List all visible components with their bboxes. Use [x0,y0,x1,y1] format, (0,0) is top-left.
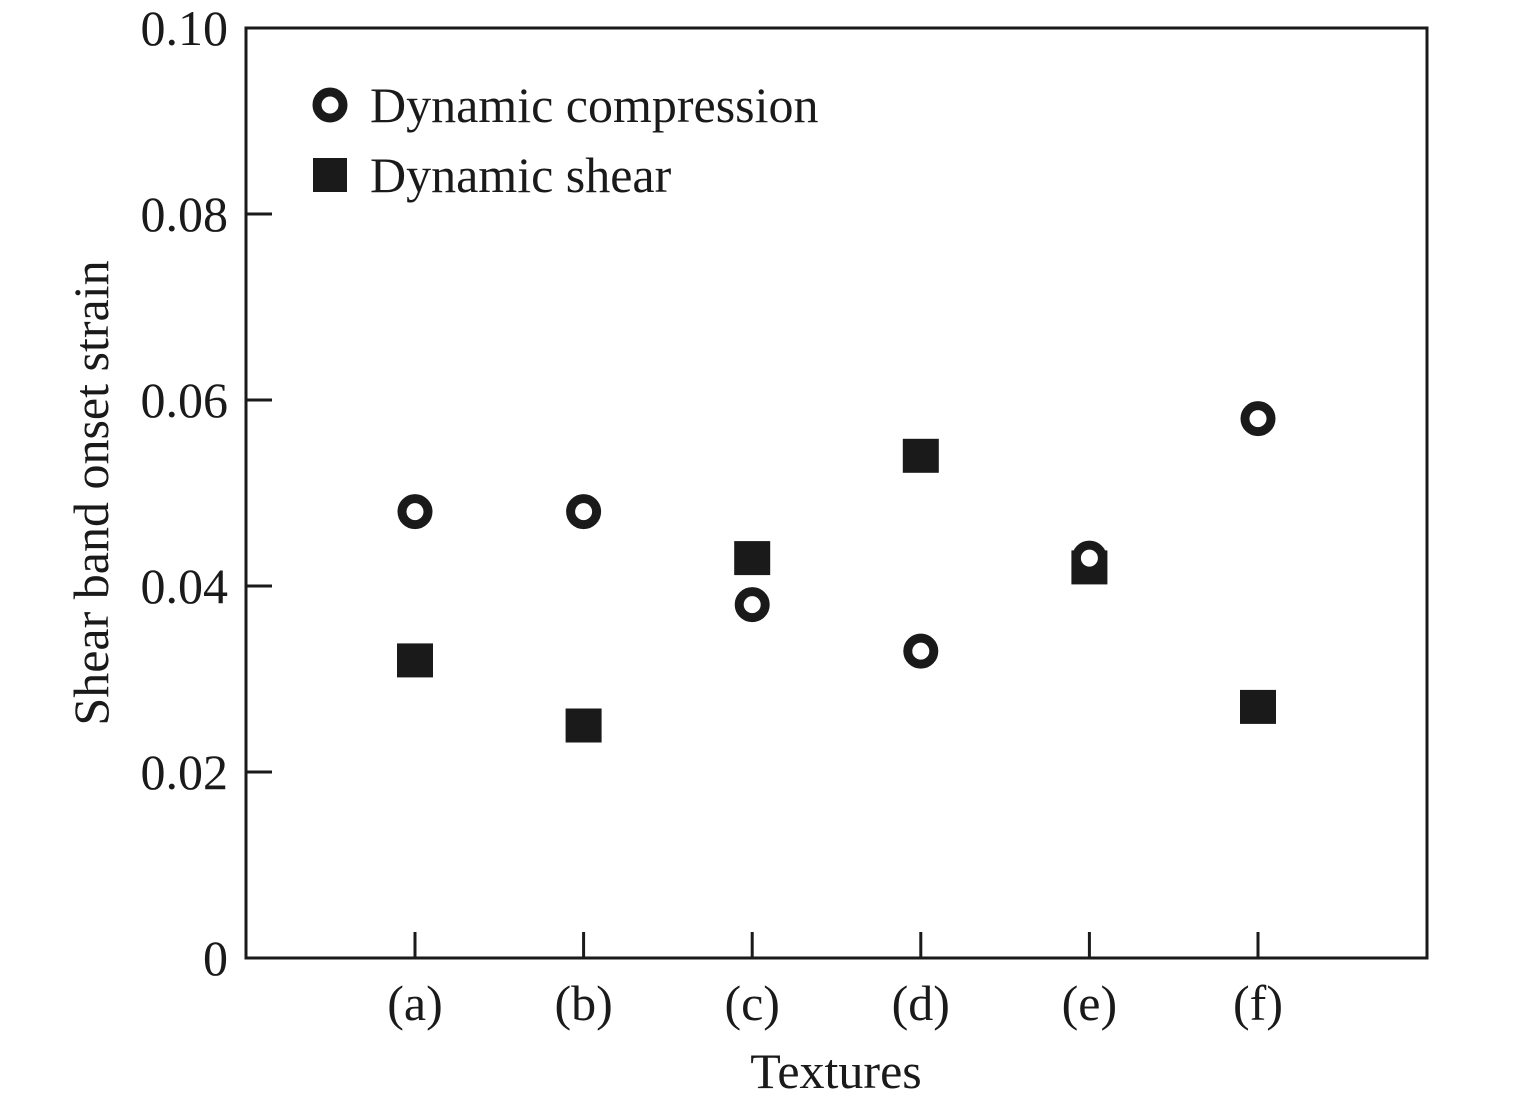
shear-point [397,643,433,678]
legend-circle-marker [312,87,348,123]
compression-point [734,587,770,623]
x-tick-label: (e) [1062,975,1118,1031]
legend-shear-label: Dynamic shear [370,147,672,203]
y-tick-label: 0 [203,930,228,986]
compression-point [1071,540,1107,576]
x-tick-label: (c) [724,975,780,1031]
compression-point [903,633,939,669]
legend-compression-label: Dynamic compression [370,77,819,133]
plot-frame [244,26,1429,960]
data-points [397,401,1276,743]
compression-point [566,494,602,530]
y-axis-label: Shear band onset strain [63,260,119,725]
y-tick-label: 0.06 [141,372,229,428]
shear-point [734,541,771,576]
x-tick-label: (b) [554,975,612,1031]
legend: Dynamic compression Dynamic shear [312,77,819,203]
y-axis: 0 0.02 0.04 0.06 0.08 0.10 [141,0,272,986]
compression-point [397,494,433,530]
x-tick-label: (d) [892,975,950,1031]
shear-point [902,438,939,473]
compression-point [1240,401,1276,437]
shear-point [1240,689,1276,724]
x-axis: (a) (b) (c) (d) (e) (f) [387,932,1283,1031]
y-tick-label: 0.02 [141,744,229,800]
y-tick-label: 0.10 [141,0,229,56]
shear-point [565,708,602,743]
y-tick-label: 0.04 [141,558,229,614]
x-axis-label: Textures [750,1043,921,1099]
x-tick-label: (a) [387,975,443,1031]
y-tick-label: 0.08 [141,186,229,242]
legend-square-marker [313,158,347,192]
x-tick-label: (f) [1233,975,1283,1031]
